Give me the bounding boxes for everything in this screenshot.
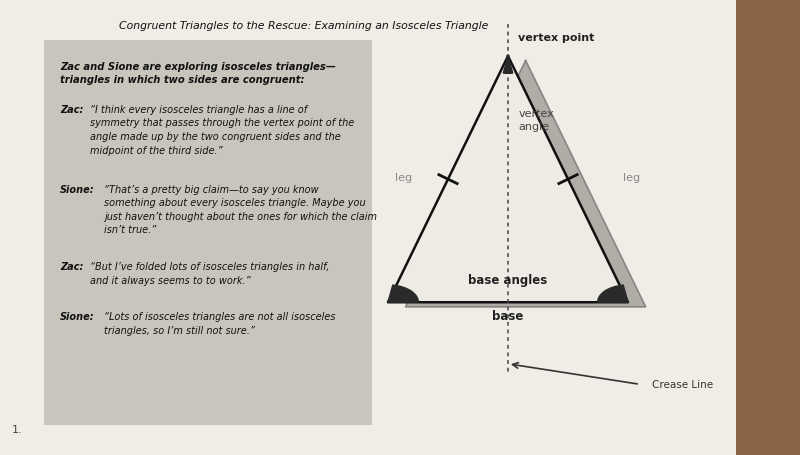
- Text: “But I’ve folded lots of isosceles triangles in half,
and it always seems to to : “But I’ve folded lots of isosceles trian…: [90, 262, 329, 285]
- Text: Congruent Triangles to the Rescue: Examining an Isosceles Triangle: Congruent Triangles to the Rescue: Exami…: [119, 20, 489, 30]
- Text: “That’s a pretty big claim—to say you know
something about every isosceles trian: “That’s a pretty big claim—to say you kn…: [104, 184, 377, 235]
- Text: Sione:: Sione:: [60, 312, 94, 322]
- FancyBboxPatch shape: [44, 41, 372, 425]
- Text: “Lots of isosceles triangles are not all isosceles
triangles, so I’m still not s: “Lots of isosceles triangles are not all…: [104, 312, 335, 335]
- Text: vertex
angle: vertex angle: [518, 109, 554, 131]
- Text: Zac:: Zac:: [60, 105, 83, 115]
- Text: leg: leg: [623, 172, 641, 182]
- Text: Sione:: Sione:: [60, 184, 94, 194]
- Polygon shape: [406, 61, 646, 307]
- Text: leg: leg: [395, 172, 413, 182]
- Text: base: base: [492, 309, 524, 323]
- FancyBboxPatch shape: [0, 0, 736, 455]
- Text: vertex point: vertex point: [518, 33, 594, 43]
- Text: 1.: 1.: [12, 425, 22, 435]
- Text: Zac:: Zac:: [60, 262, 83, 272]
- Wedge shape: [503, 57, 513, 74]
- Wedge shape: [388, 285, 418, 303]
- Text: Zac and Sione are exploring isosceles triangles—
triangles in which two sides ar: Zac and Sione are exploring isosceles tr…: [60, 61, 336, 85]
- Text: Crease Line: Crease Line: [652, 379, 713, 389]
- Polygon shape: [388, 57, 628, 303]
- Wedge shape: [598, 285, 628, 303]
- Text: “I think every isosceles triangle has a line of
symmetry that passes through the: “I think every isosceles triangle has a …: [90, 105, 354, 155]
- Text: base angles: base angles: [468, 273, 548, 287]
